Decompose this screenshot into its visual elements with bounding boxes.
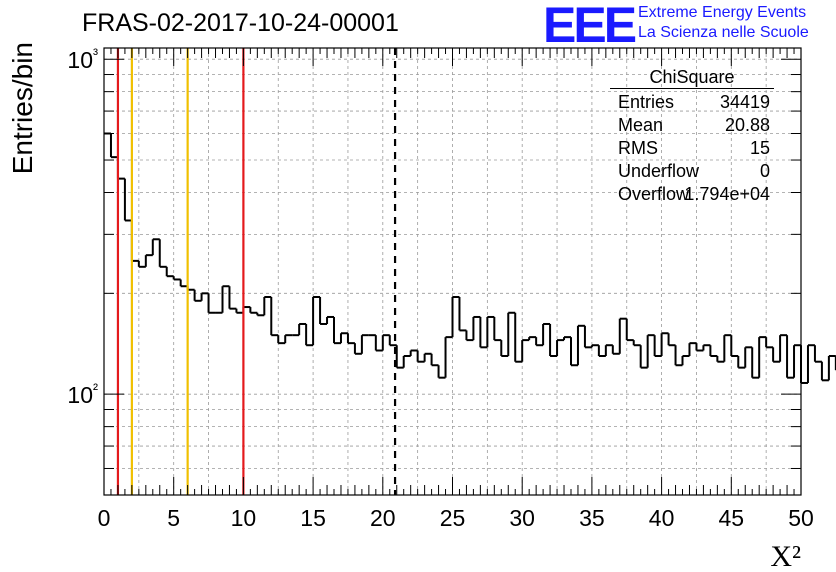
tick-labels: 0 5 10 15 20 25 30 35 40 45 50 10² 10³ [67, 46, 813, 531]
stats-value: 1.794e+04 [684, 184, 770, 204]
y-tick-label: 10³ [67, 46, 98, 73]
eee-logo: EEE [543, 0, 637, 53]
stats-row-underflow: Underflow 0 [610, 160, 770, 183]
x-tick-label: 45 [719, 505, 745, 531]
stats-row-rms: RMS 15 [610, 137, 770, 160]
axis-ticks [103, 48, 802, 496]
stats-key: RMS [618, 138, 658, 158]
stats-key: Mean [618, 115, 664, 135]
x-tick-label: 30 [509, 505, 535, 531]
y-axis-label: Entries/bin [7, 42, 38, 174]
logo-subtitle-2: La Scienza nelle Scuole [638, 24, 809, 41]
stats-value: 34419 [719, 92, 770, 112]
x-tick-label: 0 [98, 505, 111, 531]
x-tick-label: 20 [370, 505, 396, 531]
x-tick-label: 35 [579, 505, 605, 531]
x-tick-label: 5 [167, 505, 180, 531]
x-tick-label: 40 [649, 505, 675, 531]
stats-key: Entries [618, 92, 675, 112]
stats-key: Underflow [618, 161, 700, 181]
stats-box: ChiSquare Entries 34419 Mean 20.88 RMS 1… [610, 66, 774, 206]
x-tick-label: 10 [231, 505, 257, 531]
x-tick-label: 15 [300, 505, 326, 531]
x-axis-label: X² [770, 540, 801, 572]
x-tick-label: 25 [440, 505, 466, 531]
stats-value: 15 [749, 138, 770, 158]
stats-row-overflow: Overflow 1.794e+04 [610, 183, 770, 206]
x-tick-label: 50 [788, 505, 814, 531]
run-title: FRAS-02-2017-10-24-00001 [82, 9, 399, 37]
logo-subtitle-1: Extreme Energy Events [638, 4, 807, 21]
stats-title: ChiSquare [610, 66, 774, 89]
marker-lines [116, 48, 397, 495]
stats-key: Overflow [618, 184, 690, 204]
stats-row-mean: Mean 20.88 [610, 114, 770, 137]
stats-value: 0 [759, 161, 770, 181]
stats-row-entries: Entries 34419 [610, 91, 770, 114]
y-tick-label: 10² [67, 381, 98, 408]
stats-value: 20.88 [724, 115, 770, 135]
